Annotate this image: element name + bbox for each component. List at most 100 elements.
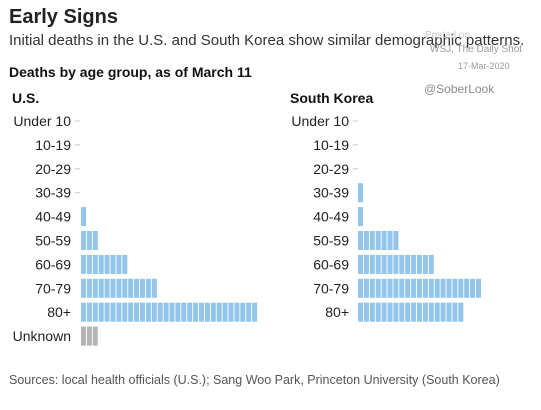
category-label: 30-39 [35, 185, 71, 201]
death-block [434, 278, 440, 298]
death-block [399, 302, 405, 322]
death-block [193, 302, 199, 322]
death-block [405, 254, 411, 274]
death-block [128, 302, 134, 322]
death-block [98, 254, 104, 274]
death-block [422, 254, 428, 274]
death-block [122, 278, 128, 298]
death-block [110, 302, 116, 322]
death-block [81, 302, 86, 322]
death-block [440, 278, 446, 298]
category-label: 30-39 [313, 185, 349, 201]
death-block [393, 278, 399, 298]
death-block [446, 278, 452, 298]
death-block [122, 302, 128, 322]
death-block [369, 302, 375, 322]
chart-subtitle: Initial deaths in the U.S. and South Kor… [9, 32, 525, 49]
death-block [116, 278, 122, 298]
death-block [363, 254, 369, 274]
death-block [122, 254, 128, 274]
death-block [163, 302, 169, 322]
chart-subhead: Deaths by age group, as of March 11 [9, 64, 252, 80]
death-block [417, 254, 422, 274]
death-block [458, 278, 464, 298]
death-block [422, 302, 428, 322]
death-block [470, 278, 476, 298]
death-block [411, 278, 417, 298]
death-block [81, 231, 86, 250]
death-block [128, 278, 134, 298]
death-block [411, 302, 417, 322]
death-block [417, 278, 422, 298]
death-block [157, 302, 163, 322]
death-block [81, 254, 86, 274]
death-block [458, 302, 464, 322]
death-block [246, 302, 252, 322]
category-label: 50-59 [35, 233, 71, 249]
death-block [375, 278, 381, 298]
death-block [140, 278, 145, 298]
death-block [369, 231, 375, 250]
death-block [363, 302, 369, 322]
death-block [363, 278, 369, 298]
watermark-publisher: WSJ, The Daily Shot [430, 44, 523, 55]
death-block [405, 302, 411, 322]
category-label: 40-49 [35, 209, 71, 225]
death-block [428, 278, 434, 298]
death-block [358, 231, 363, 250]
watermark-date: 17-Mar-2020 [458, 61, 510, 71]
death-block [86, 302, 92, 322]
death-block [110, 254, 116, 274]
death-block [387, 278, 393, 298]
death-block [375, 254, 381, 274]
death-block [228, 302, 234, 322]
chart-title: Early Signs [9, 6, 118, 28]
death-block [92, 254, 98, 274]
death-block [151, 302, 157, 322]
death-block [86, 254, 92, 274]
death-block [210, 302, 216, 322]
death-block [381, 231, 387, 250]
death-block [381, 278, 387, 298]
death-block [369, 278, 375, 298]
death-block [399, 254, 405, 274]
death-block [358, 302, 363, 322]
death-block [417, 302, 422, 322]
death-block [222, 302, 228, 322]
category-label: Under 10 [291, 113, 349, 129]
death-block [181, 302, 187, 322]
death-block [187, 302, 193, 322]
death-block [216, 302, 222, 322]
death-block [358, 254, 363, 274]
death-block [387, 254, 393, 274]
category-label: 50-59 [313, 233, 349, 249]
death-block [393, 254, 399, 274]
death-block [104, 278, 110, 298]
death-block [98, 302, 104, 322]
death-block [387, 302, 393, 322]
category-label: Unknown [13, 328, 71, 344]
death-block [98, 278, 104, 298]
category-label: 10-19 [313, 137, 349, 153]
death-block [104, 302, 110, 322]
death-block [86, 278, 92, 298]
death-block [92, 231, 98, 250]
death-block [393, 231, 399, 250]
category-label: 20-29 [35, 161, 71, 177]
death-block [452, 278, 458, 298]
death-block [81, 278, 86, 298]
death-block [375, 302, 381, 322]
death-block [358, 278, 363, 298]
death-block [92, 302, 98, 322]
death-block [393, 302, 399, 322]
death-block [134, 302, 140, 322]
death-block [145, 278, 151, 298]
death-block [81, 207, 86, 227]
death-block [422, 278, 428, 298]
death-block [86, 326, 92, 346]
death-block [204, 302, 210, 322]
category-label: Under 10 [13, 113, 71, 129]
death-block [140, 302, 145, 322]
